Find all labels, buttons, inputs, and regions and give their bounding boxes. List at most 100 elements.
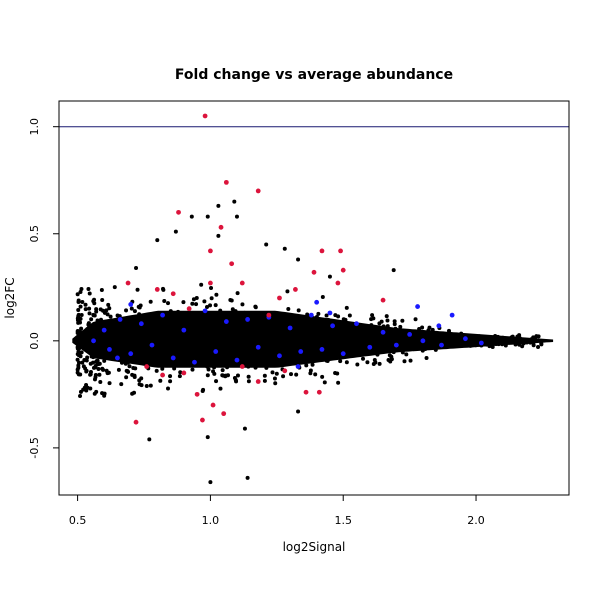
highlight-point <box>319 346 325 352</box>
data-point <box>112 285 117 290</box>
highlight-point <box>160 372 165 378</box>
data-point <box>124 308 129 313</box>
data-point <box>86 321 91 326</box>
data-point <box>245 475 250 480</box>
data-point <box>337 333 342 338</box>
data-point <box>453 335 458 340</box>
data-point <box>132 309 137 314</box>
data-point <box>226 329 231 334</box>
data-point <box>327 274 332 279</box>
data-point <box>500 339 505 344</box>
data-point <box>539 341 544 346</box>
data-point <box>513 342 518 347</box>
data-point <box>327 328 332 333</box>
y-axis-label: log2FC <box>3 277 17 318</box>
data-point <box>164 348 169 353</box>
highlight-point <box>463 336 468 342</box>
data-point <box>95 318 100 323</box>
data-point <box>199 282 204 287</box>
data-point <box>209 336 214 341</box>
data-point <box>121 359 126 364</box>
highlight-point <box>170 291 176 297</box>
data-point <box>233 348 238 353</box>
data-point <box>180 354 185 359</box>
highlight-point <box>255 379 261 384</box>
data-point <box>87 311 92 316</box>
highlight-point <box>314 299 320 305</box>
data-point <box>482 335 487 340</box>
highlight-point <box>101 327 107 333</box>
highlight-point <box>133 419 139 425</box>
data-point <box>242 350 247 355</box>
data-point <box>377 343 382 348</box>
data-point <box>228 332 233 337</box>
data-point <box>80 300 85 305</box>
data-point <box>521 341 526 346</box>
highlight-point <box>128 351 134 357</box>
data-point <box>392 322 397 327</box>
data-point <box>78 372 83 377</box>
highlight-point <box>210 402 216 408</box>
data-point <box>224 347 229 352</box>
data-point <box>178 370 183 375</box>
data-point <box>443 339 448 344</box>
highlight-point <box>115 355 120 361</box>
data-point <box>135 287 140 292</box>
data-point <box>304 363 309 368</box>
y-tick-label: 0.5 <box>28 225 41 243</box>
data-point <box>155 238 160 243</box>
data-point <box>182 317 187 322</box>
highlight-point <box>380 329 386 335</box>
data-point <box>89 351 94 356</box>
data-point <box>486 336 491 341</box>
highlight-point <box>439 342 444 348</box>
data-point <box>374 333 379 338</box>
x-tick-label: 1.0 <box>202 514 220 527</box>
data-point <box>378 340 383 345</box>
data-point <box>228 359 233 364</box>
data-point <box>227 344 232 349</box>
data-point <box>453 339 458 344</box>
highlight-point <box>91 338 96 344</box>
data-point <box>319 323 324 328</box>
highlight-point <box>255 188 261 194</box>
data-point <box>184 311 189 316</box>
data-point <box>146 331 151 336</box>
data-point <box>189 319 194 324</box>
data-point <box>399 345 404 350</box>
data-point <box>229 298 234 303</box>
data-point <box>216 203 221 208</box>
highlight-point <box>234 357 240 363</box>
data-point <box>421 330 426 335</box>
data-point <box>457 338 462 343</box>
highlight-point <box>282 368 288 374</box>
highlight-point <box>327 310 333 316</box>
data-point <box>132 390 137 395</box>
data-point <box>245 335 250 340</box>
data-point <box>98 325 103 330</box>
data-point <box>76 298 81 303</box>
data-point <box>139 383 144 388</box>
data-point <box>281 374 286 379</box>
data-point <box>100 308 105 313</box>
data-point <box>75 329 80 334</box>
data-point <box>473 340 478 345</box>
data-point <box>377 361 382 366</box>
highlight-point <box>138 321 144 327</box>
data-point <box>338 325 343 330</box>
data-point <box>325 359 330 364</box>
highlight-point <box>202 308 208 314</box>
data-point <box>305 312 310 317</box>
data-point <box>215 335 220 340</box>
data-point <box>286 346 291 351</box>
highlight-point <box>335 280 341 286</box>
data-point <box>275 311 280 316</box>
data-point <box>320 295 325 300</box>
data-point <box>477 334 482 339</box>
highlight-point <box>316 389 322 395</box>
data-point <box>323 349 328 354</box>
data-point <box>375 352 380 357</box>
data-point <box>282 344 287 349</box>
data-point <box>168 379 173 384</box>
x-tick-label: 1.5 <box>334 514 352 527</box>
